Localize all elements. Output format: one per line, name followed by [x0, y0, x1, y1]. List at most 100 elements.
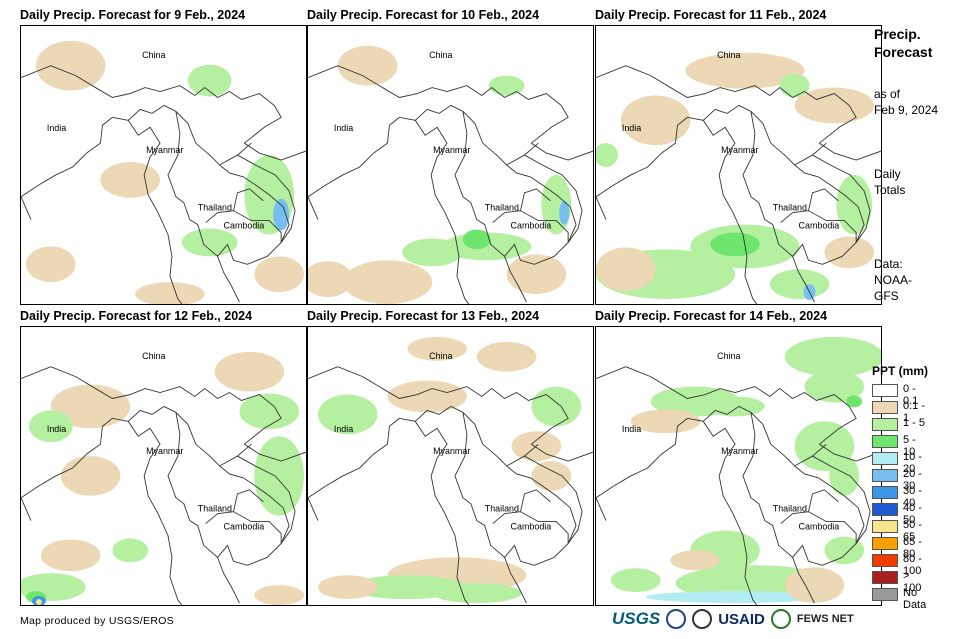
country-border	[217, 557, 240, 604]
country-border	[237, 154, 296, 243]
precip-area	[824, 236, 875, 269]
precip-area	[60, 456, 121, 496]
precip-area	[181, 228, 238, 257]
country-border	[308, 497, 319, 521]
usaid-logo: USAID	[718, 610, 765, 628]
precip-area	[620, 95, 691, 146]
country-border	[21, 417, 183, 605]
precip-area	[387, 380, 467, 413]
country-label-china: China	[429, 351, 452, 361]
country-border	[596, 417, 758, 605]
country-border	[308, 366, 593, 462]
precip-area	[630, 409, 701, 434]
country-border	[167, 412, 290, 566]
country-label-china: China	[142, 351, 165, 361]
precip-map: China India Myanmar Thailand Cambodia	[20, 25, 307, 305]
country-border	[702, 104, 827, 166]
forecast-panel-13feb: Daily Precip. Forecast for 13 Feb., 2024…	[307, 309, 594, 606]
map-canvas: China India Myanmar Thailand Cambodia	[21, 40, 306, 304]
country-label-myanmar: Myanmar	[721, 446, 758, 456]
country-border	[596, 497, 607, 521]
country-border	[127, 104, 252, 166]
precip-area	[488, 75, 525, 96]
legend-title: PPT (mm)	[872, 364, 929, 378]
country-label-india: India	[622, 123, 641, 133]
precip-map: China India Myanmar Thailand Cambodia	[20, 326, 307, 606]
country-label-cambodia: Cambodia	[511, 221, 552, 231]
country-label-cambodia: Cambodia	[224, 221, 265, 231]
legend-swatch	[872, 452, 898, 465]
map-canvas: China India Myanmar Thailand Cambodia	[596, 336, 881, 605]
fews-net-icon	[770, 609, 791, 629]
precip-area	[40, 539, 101, 572]
precip-area	[135, 282, 205, 304]
legend-label: 1 - 5	[903, 417, 926, 429]
country-border	[205, 210, 282, 243]
precip-area	[824, 536, 865, 565]
daily-totals-note: Daily Totals	[874, 166, 905, 198]
legend-item: 0 - 0.1	[872, 382, 928, 407]
precip-area	[239, 393, 300, 430]
precip-area	[531, 461, 572, 491]
map-canvas: China India Myanmar Thailand Cambodia	[308, 45, 593, 304]
data-line: GFS	[874, 289, 899, 303]
country-label-cambodia: Cambodia	[799, 522, 840, 532]
legend-item: 1 - 5	[872, 416, 928, 433]
country-border	[742, 412, 865, 566]
totals-line: Totals	[874, 183, 906, 197]
precip-area	[35, 40, 106, 91]
country-border	[217, 256, 240, 303]
precip-area	[610, 568, 661, 593]
agency-logos: USGS USAID FEWS NET	[612, 607, 854, 631]
country-label-thailand: Thailand	[485, 203, 519, 213]
country-border	[504, 256, 527, 303]
legend-item: No Data	[872, 586, 928, 611]
precip-map: China India Myanmar Thailand Cambodia	[595, 326, 882, 606]
precip-area	[35, 599, 42, 605]
legend-swatch	[872, 571, 898, 584]
legend-label: No Data	[903, 587, 927, 611]
country-label-india: India	[47, 123, 66, 133]
country-border	[504, 557, 527, 604]
country-border	[596, 366, 881, 462]
country-border	[414, 104, 539, 166]
country-border	[492, 511, 569, 544]
legend-item: 80 - 100	[872, 552, 928, 577]
precip-area	[28, 410, 73, 443]
precip-area	[273, 198, 290, 231]
country-border	[792, 256, 815, 303]
country-border	[780, 511, 857, 544]
country-label-china: China	[717, 50, 740, 60]
as-of-date: as of Feb 9, 2024	[874, 86, 938, 118]
legend-label: 20 - 30	[903, 468, 922, 492]
country-label-myanmar: Myanmar	[146, 145, 183, 155]
legend-label: 0.1 - 1	[903, 400, 926, 424]
country-label-thailand: Thailand	[773, 203, 807, 213]
country-border	[808, 188, 839, 211]
country-border	[812, 154, 871, 243]
country-border	[812, 455, 871, 544]
precip-area	[50, 384, 131, 429]
legend-swatch	[872, 588, 898, 601]
country-label-cambodia: Cambodia	[224, 522, 265, 532]
country-label-india: India	[622, 424, 641, 434]
legend-item: 20 - 30	[872, 467, 928, 492]
country-border	[492, 210, 569, 243]
panel-title: Daily Precip. Forecast for 12 Feb., 2024	[20, 309, 253, 323]
precip-area	[462, 229, 491, 250]
legend-swatch	[872, 384, 898, 397]
country-label-thailand: Thailand	[198, 504, 232, 514]
precip-area	[804, 370, 865, 403]
usaid-seal-icon	[692, 609, 713, 629]
precip-area	[317, 575, 378, 600]
country-border	[308, 417, 470, 605]
country-label-china: China	[142, 50, 165, 60]
precip-area	[645, 591, 825, 604]
precip-map: China India Myanmar Thailand Cambodia	[307, 326, 594, 606]
legend-label: 65 - 80	[903, 536, 922, 560]
country-border	[596, 65, 881, 161]
country-border	[237, 455, 296, 544]
noaa-logo	[666, 609, 687, 629]
precip-area	[596, 247, 656, 292]
